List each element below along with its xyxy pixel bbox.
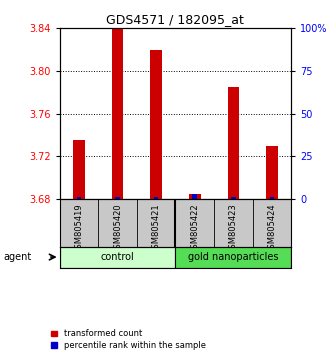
Bar	[175, 247, 291, 268]
Text: GSM805423: GSM805423	[229, 203, 238, 254]
Bar	[231, 196, 236, 199]
Bar	[270, 196, 274, 199]
Text: GSM805420: GSM805420	[113, 203, 122, 253]
Bar	[115, 196, 120, 199]
Text: gold nanoparticles: gold nanoparticles	[188, 252, 279, 262]
Title: GDS4571 / 182095_at: GDS4571 / 182095_at	[107, 13, 244, 26]
Bar	[227, 87, 239, 199]
Text: GSM805419: GSM805419	[74, 203, 83, 253]
Text: agent: agent	[3, 252, 31, 262]
Text: GSM805424: GSM805424	[267, 203, 276, 253]
Text: GSM805421: GSM805421	[152, 203, 161, 253]
Text: GSM805422: GSM805422	[190, 203, 199, 253]
Bar	[266, 146, 278, 199]
Bar	[150, 50, 162, 199]
Text: control: control	[101, 252, 134, 262]
Legend: transformed count, percentile rank within the sample: transformed count, percentile rank withi…	[51, 329, 206, 350]
Bar	[76, 196, 81, 199]
Bar	[112, 28, 123, 199]
Bar	[73, 141, 85, 199]
Bar	[189, 194, 201, 199]
Bar	[60, 247, 175, 268]
Bar	[192, 194, 197, 199]
Bar	[154, 196, 159, 199]
